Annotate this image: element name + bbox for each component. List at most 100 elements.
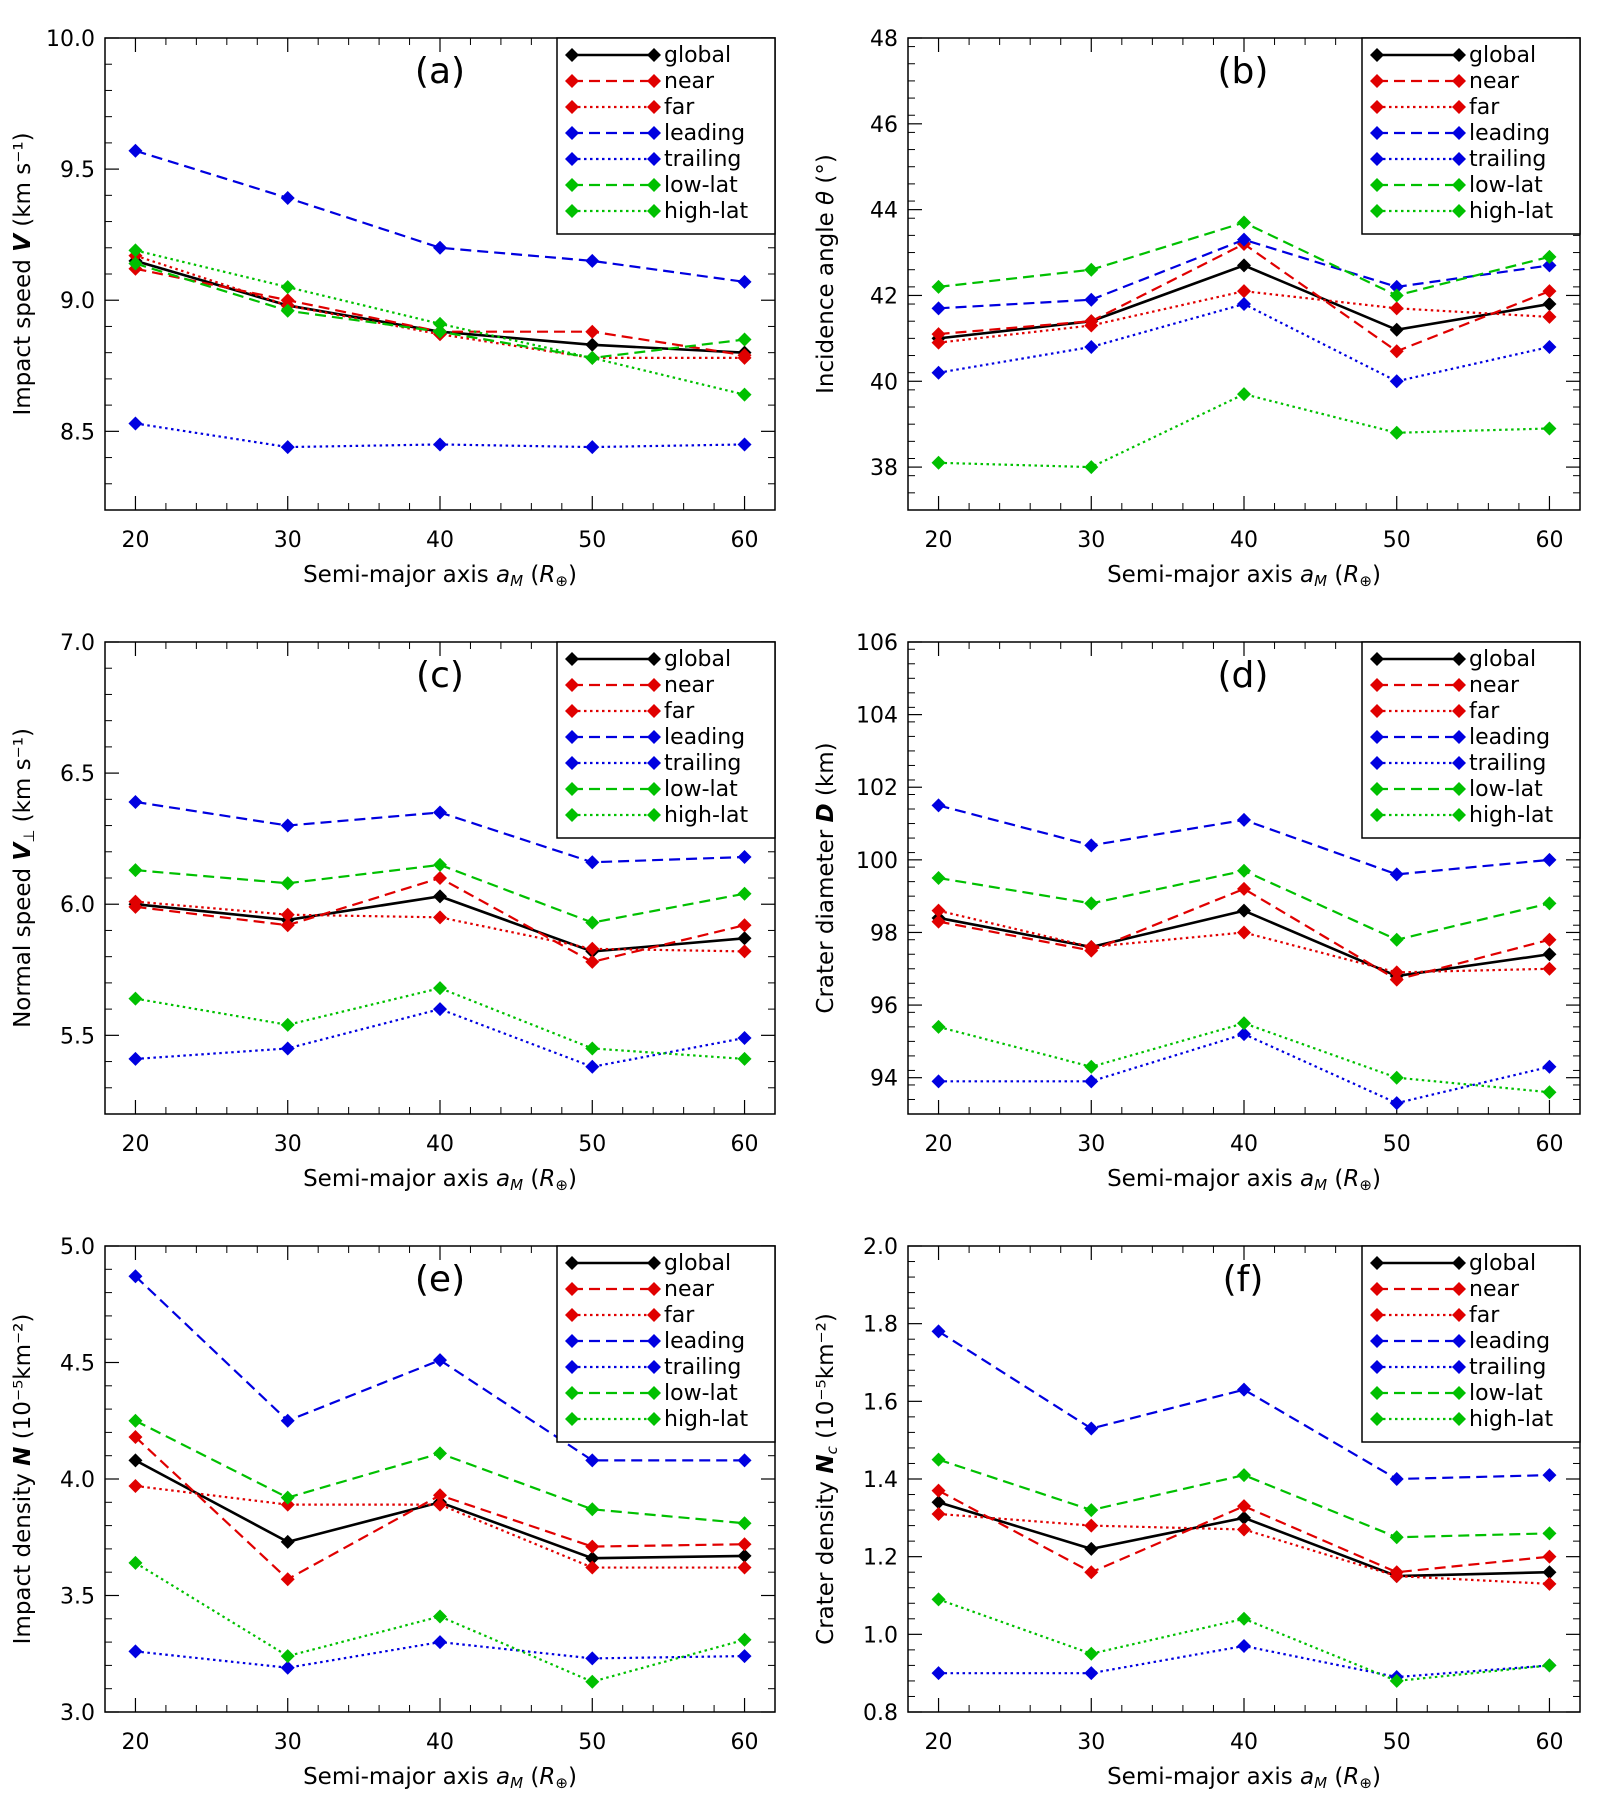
legend-marker (1370, 48, 1384, 62)
series-line-near (938, 887, 1550, 981)
series-near (128, 871, 752, 969)
legend-marker (647, 1334, 661, 1348)
series-line-high-lat (938, 392, 1550, 469)
series-global (128, 253, 752, 360)
data-point (1084, 838, 1099, 853)
series-line-low-lat (135, 262, 745, 360)
data-point (1389, 867, 1404, 882)
legend-marker (565, 1308, 579, 1322)
x-tick-label: 60 (1535, 1730, 1563, 1755)
data-point (280, 1041, 295, 1056)
data-point (280, 1660, 295, 1675)
y-tick-label: 3.5 (60, 1585, 95, 1610)
data-point (1389, 1673, 1404, 1688)
x-tick-label: 40 (1230, 528, 1258, 553)
legend-label-low-lat: low-lat (664, 777, 738, 802)
data-point (1237, 812, 1251, 827)
data-point (280, 918, 295, 933)
panel-label: (a) (415, 51, 465, 92)
legend-label-trailing: trailing (1469, 1355, 1546, 1380)
data-point (280, 280, 295, 295)
legend-marker (565, 48, 579, 62)
legend-label-leading: leading (1469, 121, 1550, 146)
legend-marker (1370, 756, 1384, 770)
data-point (128, 1555, 143, 1570)
legend-label-global: global (1469, 1251, 1536, 1276)
data-point (1542, 297, 1557, 312)
data-point (433, 805, 447, 820)
data-point (1542, 339, 1557, 354)
legend-label-leading: leading (664, 121, 745, 146)
series-line-far (135, 1484, 745, 1569)
series-line-leading (937, 1330, 1550, 1481)
series-high-lat (931, 387, 1557, 475)
data-point (737, 1516, 752, 1531)
data-point (1389, 374, 1404, 389)
series-line-trailing (135, 1007, 745, 1068)
data-point (1542, 852, 1557, 867)
legend-marker (647, 730, 661, 744)
y-tick-label: 5.5 (60, 1024, 95, 1049)
legend-label-trailing: trailing (664, 147, 741, 172)
x-tick-label: 30 (1077, 1132, 1105, 1157)
data-point (737, 1051, 752, 1066)
x-tick-label: 60 (1535, 1132, 1563, 1157)
data-point (737, 350, 752, 365)
legend-marker (565, 652, 579, 666)
legend-marker (565, 100, 579, 114)
y-axis-label: Impact speed V (km s⁻¹) (10, 132, 36, 415)
x-tick-label: 60 (731, 528, 759, 553)
data-point (1542, 1526, 1557, 1541)
legend-label-far: far (664, 95, 695, 120)
series-low-lat (128, 1413, 752, 1531)
series-line-low-lat (938, 1458, 1550, 1539)
series-line-leading (134, 1275, 745, 1462)
legend-label-low-lat: low-lat (664, 1381, 738, 1406)
legend-marker (565, 1256, 579, 1270)
x-tick-label: 30 (274, 1132, 302, 1157)
y-tick-label: 96 (870, 994, 898, 1019)
legend-marker (647, 704, 661, 718)
data-point (1084, 1059, 1099, 1074)
data-point (931, 1483, 946, 1498)
data-point (433, 1002, 447, 1017)
legend-label-high-lat: high-lat (1469, 1407, 1553, 1432)
legend-marker (1370, 178, 1384, 192)
data-point (737, 1649, 752, 1664)
series-far (931, 903, 1557, 980)
data-point (1542, 1565, 1557, 1580)
data-point (1542, 932, 1557, 947)
data-point (1237, 297, 1251, 312)
legend-marker (1370, 1282, 1384, 1296)
data-point (1389, 965, 1404, 980)
x-tick-label: 50 (1383, 1132, 1411, 1157)
x-axis-label: Semi-major axis aM (R⊕) (303, 562, 577, 590)
data-point (737, 1632, 752, 1647)
y-tick-label: 7.0 (60, 631, 95, 656)
legend-marker (1370, 1256, 1384, 1270)
x-tick-label: 60 (731, 1730, 759, 1755)
legend-marker (1452, 782, 1466, 796)
data-point (1237, 1027, 1251, 1042)
series-line-high-lat (135, 986, 745, 1061)
legend-marker (1370, 1360, 1384, 1374)
legend-marker (1452, 178, 1466, 192)
data-point (433, 1353, 447, 1368)
data-point (1389, 301, 1404, 316)
data-point (1389, 1569, 1404, 1584)
series-line-near (135, 267, 745, 357)
data-point (280, 1017, 295, 1032)
legend-marker (1452, 1386, 1466, 1400)
data-point (931, 1074, 946, 1089)
series-line-high-lat (938, 1022, 1550, 1094)
data-point (1542, 947, 1557, 962)
legend-label-trailing: trailing (664, 751, 741, 776)
data-point (931, 335, 946, 350)
data-point (1542, 1059, 1557, 1074)
data-point (433, 240, 447, 255)
series-far (931, 284, 1557, 350)
legend-label-high-lat: high-lat (664, 803, 748, 828)
data-point (1237, 215, 1251, 230)
legend-marker (647, 678, 661, 692)
series-line-leading (938, 238, 1550, 310)
